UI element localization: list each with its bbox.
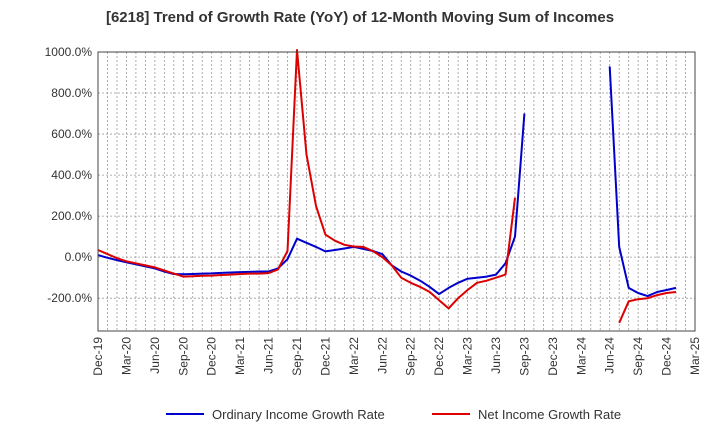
chart-title: [6218] Trend of Growth Rate (YoY) of 12-… xyxy=(105,9,615,26)
x-tick-label: Sep-22 xyxy=(404,337,418,376)
x-tick-label: Mar-20 xyxy=(119,337,133,375)
y-tick-label: 800.0% xyxy=(51,86,92,100)
y-tick-label: 200.0% xyxy=(51,209,92,223)
x-tick-label: Sep-24 xyxy=(631,337,645,376)
x-tick-label: Mar-21 xyxy=(233,337,247,375)
y-tick-label: 600.0% xyxy=(51,127,92,141)
x-tick-label: Mar-23 xyxy=(461,337,475,375)
x-tick-label: Dec-24 xyxy=(660,337,674,376)
legend: Ordinary Income Growth Rate Net Income Gr… xyxy=(166,407,621,422)
x-tick-label: Jun-23 xyxy=(489,337,503,374)
x-tick-label: Dec-20 xyxy=(205,337,219,376)
series-line-2 xyxy=(97,49,516,310)
x-tick-label: Jun-21 xyxy=(262,337,276,374)
legend-label-1: Ordinary Income Growth Rate xyxy=(212,407,385,422)
series-line-1 xyxy=(608,66,677,298)
x-tick-label: Dec-22 xyxy=(432,337,446,376)
series-2 xyxy=(97,49,677,324)
series-lines xyxy=(97,49,677,324)
y-tick-label: 1000.0% xyxy=(45,45,93,59)
x-tick-label: Sep-20 xyxy=(176,337,190,376)
legend-label-2: Net Income Growth Rate xyxy=(478,407,621,422)
x-tick-label: Mar-24 xyxy=(574,337,588,375)
series-line-2 xyxy=(618,291,677,324)
x-tick-label: Sep-23 xyxy=(517,337,531,376)
x-tick-label: Jun-24 xyxy=(603,337,617,374)
x-tick-label: Jun-20 xyxy=(148,337,162,374)
x-tick-label: Dec-21 xyxy=(318,337,332,376)
x-tick-label: Dec-23 xyxy=(546,337,560,376)
axes: -200.0% 0.0% 200.0% 400.0% 600.0% 800.0% 1000.… xyxy=(45,45,702,376)
x-tick-label: Mar-25 xyxy=(688,337,702,375)
y-tick-label: -200.0% xyxy=(47,291,92,305)
x-tick-label: Sep-21 xyxy=(290,337,304,376)
plot-frame xyxy=(97,51,696,332)
y-tick-label: 0.0% xyxy=(65,250,93,264)
x-tick-label: Jun-22 xyxy=(375,337,389,374)
x-tick-label: Dec-19 xyxy=(91,337,105,376)
x-tick-label: Mar-22 xyxy=(347,337,361,375)
y-tick-label: 400.0% xyxy=(51,168,92,182)
plot-area xyxy=(98,52,695,331)
